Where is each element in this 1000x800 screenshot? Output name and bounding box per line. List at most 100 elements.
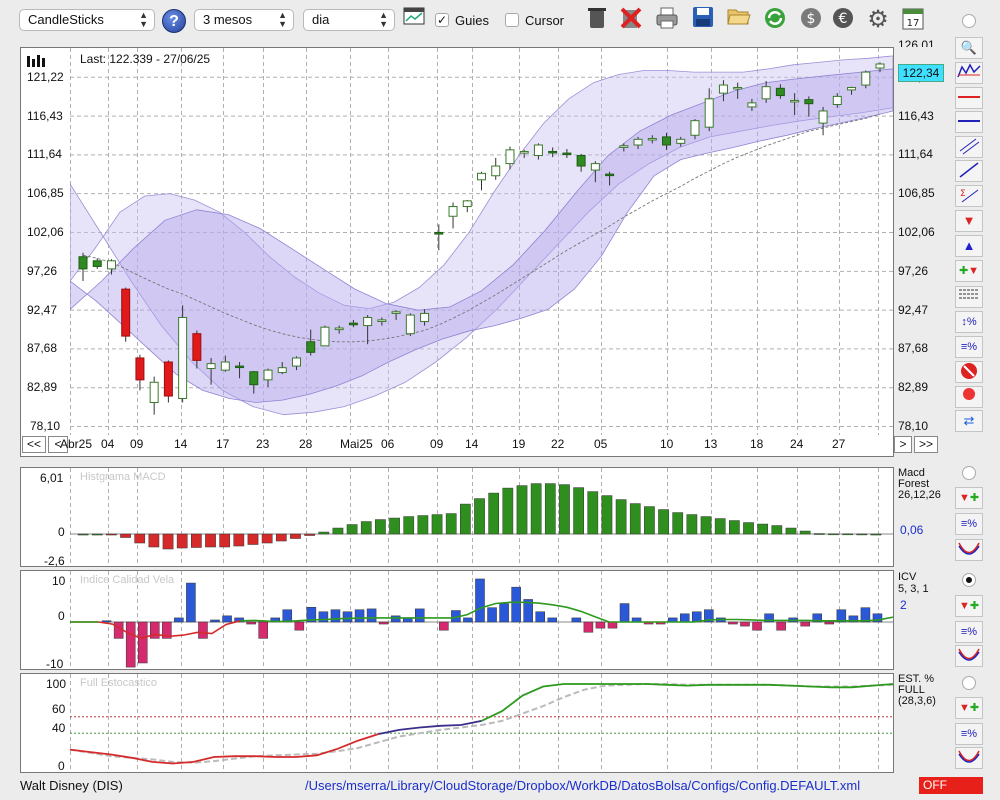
icv-percent-icon[interactable]: ≡% bbox=[955, 621, 983, 643]
stoch-ytick: 40 bbox=[52, 721, 66, 735]
zoom-icon[interactable]: 🔍 bbox=[955, 37, 983, 59]
candle-body bbox=[235, 365, 245, 369]
macd-bar bbox=[375, 519, 386, 535]
icv-bar bbox=[571, 617, 582, 623]
lines-grid-icon[interactable] bbox=[955, 286, 983, 308]
trash-icon[interactable] bbox=[584, 6, 610, 34]
add-signal-icon[interactable]: ✚▼ bbox=[955, 260, 983, 282]
macd-bar bbox=[686, 514, 698, 535]
icv-bar bbox=[150, 621, 160, 639]
arrow-up-blue-icon[interactable]: ▲ bbox=[955, 235, 983, 257]
swap-icon[interactable]: ⇄ bbox=[955, 410, 983, 432]
period-select[interactable]: 3 mesos ▲ ▼ bbox=[194, 9, 294, 31]
macd-bar bbox=[474, 498, 485, 535]
guides-checkbox[interactable]: ✓ bbox=[435, 13, 449, 27]
open-folder-icon[interactable] bbox=[726, 6, 752, 34]
candle-body bbox=[462, 200, 472, 208]
save-icon[interactable] bbox=[690, 6, 716, 34]
macd-signal-icon[interactable]: ▼✚ bbox=[955, 487, 983, 509]
help-button[interactable]: ? bbox=[162, 9, 186, 33]
panel-radio-icv[interactable] bbox=[962, 573, 976, 587]
macd-bar bbox=[785, 527, 797, 535]
nav-next-button[interactable]: > bbox=[894, 436, 912, 453]
stoch-legend-1: EST. % bbox=[898, 673, 935, 685]
nav-first-button[interactable]: << bbox=[22, 436, 46, 453]
panel-radio-stoch[interactable] bbox=[962, 676, 976, 690]
macd-plot-area[interactable] bbox=[70, 468, 893, 566]
price-ytick-right: 97,26 bbox=[898, 263, 929, 278]
icv-bar bbox=[583, 621, 594, 633]
macd-title: Histgrama MACD bbox=[80, 471, 166, 483]
nav-last-button[interactable]: >> bbox=[914, 436, 938, 453]
calendar-icon[interactable]: 17 bbox=[900, 6, 926, 34]
stoch-curve-icon[interactable] bbox=[955, 747, 983, 769]
delete-icon[interactable] bbox=[618, 6, 644, 34]
interval-select[interactable]: dia ▲ ▼ bbox=[303, 9, 395, 31]
candle-body bbox=[121, 288, 131, 337]
money-icon[interactable]: $ bbox=[798, 6, 824, 34]
chart-logo-icon bbox=[27, 53, 47, 70]
price-ytick-right: 102,06 bbox=[898, 224, 935, 239]
arrow-down-red-icon[interactable]: ▼ bbox=[955, 210, 983, 232]
macd-ytick: 6,01 bbox=[40, 471, 64, 485]
horizontal-line-blue-icon[interactable] bbox=[955, 111, 983, 133]
x-tick-label: 27 bbox=[832, 437, 846, 451]
price-plot-area[interactable] bbox=[70, 48, 893, 435]
icv-plot-area[interactable] bbox=[70, 571, 893, 669]
stop-icon[interactable] bbox=[955, 361, 983, 383]
gear-icon[interactable]: ⚙ bbox=[867, 6, 889, 33]
percent-blue-icon[interactable]: ↕% bbox=[955, 311, 983, 333]
icv-bar bbox=[487, 607, 497, 623]
macd-bar bbox=[658, 509, 669, 535]
candle-body bbox=[761, 86, 771, 100]
x-tick-label: 19 bbox=[512, 437, 526, 451]
refresh-icon[interactable] bbox=[762, 6, 788, 34]
icv-bar bbox=[848, 615, 859, 623]
select-arrows-icon: ▲ ▼ bbox=[278, 10, 287, 29]
icv-bar bbox=[246, 621, 256, 625]
candle-body bbox=[690, 120, 700, 136]
chart-settings-icon[interactable] bbox=[401, 6, 427, 34]
icv-bar bbox=[137, 621, 148, 664]
percent-lines-icon[interactable]: ≡% bbox=[955, 336, 983, 358]
macd-bar bbox=[233, 533, 245, 547]
off-button[interactable]: OFF bbox=[919, 777, 983, 794]
candle-body bbox=[875, 63, 885, 69]
candle-body bbox=[733, 86, 743, 90]
icv-bar bbox=[258, 621, 268, 639]
fibonacci-icon[interactable]: Σ bbox=[955, 185, 983, 207]
price-ytick-left: 106,85 bbox=[27, 186, 64, 201]
macd-percent-icon[interactable]: ≡% bbox=[955, 513, 983, 535]
icv-bar bbox=[282, 609, 293, 623]
macd-curve-icon[interactable] bbox=[955, 539, 983, 561]
panel-radio-main[interactable] bbox=[962, 14, 976, 28]
stochastic-plot-area[interactable] bbox=[70, 674, 893, 772]
x-tick-label: 10 bbox=[660, 437, 674, 451]
icv-curve-icon[interactable] bbox=[955, 645, 983, 667]
symbol-label: Walt Disney (DIS) bbox=[20, 778, 123, 793]
horizontal-line-red-icon[interactable] bbox=[955, 87, 983, 109]
icv-bar bbox=[872, 613, 883, 623]
record-icon[interactable] bbox=[955, 386, 983, 408]
print-icon[interactable] bbox=[654, 6, 680, 34]
nav-prev-button[interactable]: < bbox=[48, 436, 68, 453]
icv-bar bbox=[125, 621, 136, 668]
icv-bar bbox=[306, 606, 317, 623]
candle-body bbox=[505, 149, 515, 165]
macd-bar bbox=[332, 527, 344, 535]
trendline-icon[interactable] bbox=[955, 160, 983, 182]
icv-line-negative bbox=[70, 620, 241, 640]
indicators-icon[interactable] bbox=[955, 62, 983, 84]
cursor-checkbox[interactable] bbox=[505, 13, 519, 27]
euro-icon[interactable]: € bbox=[830, 6, 856, 34]
config-path-link[interactable]: /Users/mserra/Library/CloudStorage/Dropb… bbox=[305, 778, 861, 793]
panel-radio-macd[interactable] bbox=[962, 466, 976, 480]
chart-type-select[interactable]: CandleSticks ▲ ▼ bbox=[19, 9, 155, 31]
icv-signal-icon[interactable]: ▼✚ bbox=[955, 595, 983, 617]
stoch-signal-icon[interactable]: ▼✚ bbox=[955, 697, 983, 719]
channel-icon[interactable] bbox=[955, 136, 983, 158]
candle-body bbox=[562, 152, 572, 156]
macd-bar bbox=[813, 533, 825, 535]
stoch-ytick: 100 bbox=[46, 677, 67, 691]
stoch-percent-icon[interactable]: ≡% bbox=[955, 723, 983, 745]
